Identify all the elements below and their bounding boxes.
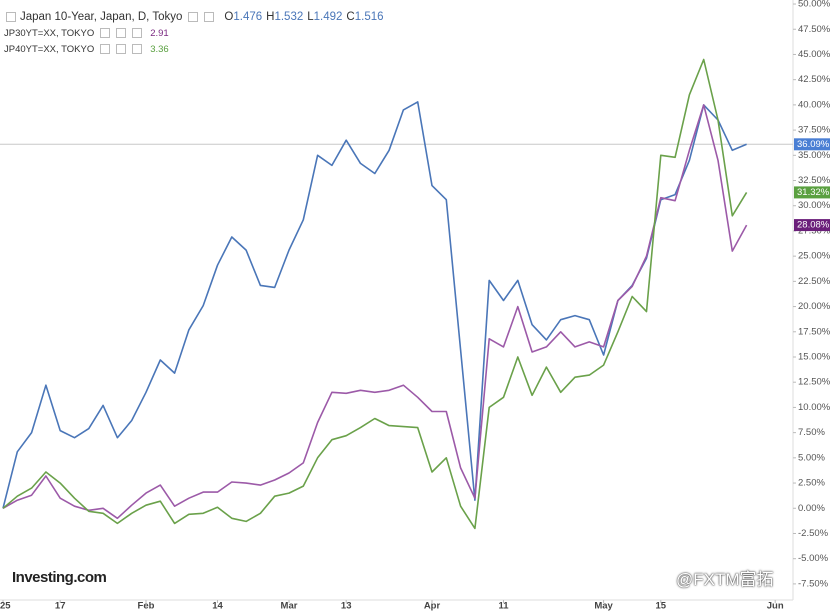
last-value: 2.91 [150,27,169,39]
y-tick-label: 10.00% [798,402,831,413]
x-tick-label: Mar [281,601,298,612]
series-line [2,104,748,520]
x-tick-label: May [594,601,613,612]
y-tick-label: -7.50% [798,578,829,589]
end-label: 36.09% [797,139,830,150]
series-line [2,101,747,509]
x-tick-label: 11 [498,601,509,612]
branding: Investing.com [12,569,107,586]
end-label-box [794,219,830,232]
legend-row: Japan 10-Year, Japan, D, Tokyo O1.476 H1.… [4,8,388,25]
y-tick-label: 5.00% [798,452,825,463]
x-tick-label: Apr [424,601,441,612]
y-tick-label: 45.00% [798,49,831,60]
y-tick-label: 30.00% [798,200,831,211]
x-tick-label: 15 [656,601,667,612]
y-tick-label: -2.50% [798,528,829,539]
y-tick-label: 0.00% [798,503,825,514]
y-tick-label: 47.50% [798,24,831,35]
series-line [2,58,748,530]
legend-row: JP40YT=XX, TOKYO 3.36 [4,41,388,57]
icon [188,11,199,22]
y-tick-label: 35.00% [798,150,831,161]
y-tick-label: 17.50% [798,326,831,337]
icon [204,11,215,22]
x-tick-label: 17 [55,601,66,612]
ohlc-label: L [307,10,314,23]
y-tick-label: 15.00% [798,352,831,363]
legend: Japan 10-Year, Japan, D, Tokyo O1.476 H1.… [4,8,388,57]
ohlc-label: O [224,10,234,23]
x-tick-label: 13 [341,601,352,612]
y-tick-label: 32.50% [798,175,831,186]
ohlc: O1.476 H1.532 L1.492 C1.516 [224,11,387,23]
y-tick-label: 22.50% [798,276,831,287]
watermark: @FXTM富拓 [676,570,774,589]
ohlc-value: 1.532 [274,10,304,23]
end-label: 28.08% [797,220,830,231]
y-tick-label: 42.50% [798,74,831,85]
ohlc-label: H [266,10,275,23]
series-name: JP40YT=XX, TOKYO [4,43,95,55]
icon [100,44,111,54]
icon [132,44,143,54]
series-name: JP30YT=XX, TOKYO [4,27,95,39]
y-tick-label: 2.50% [798,478,825,489]
last-value: 3.36 [150,43,169,55]
y-tick-label: -5.00% [798,553,829,564]
end-label: 31.32% [797,187,830,198]
y-tick-label: 7.50% [798,427,825,438]
icon [116,28,127,38]
y-tick-label: 50.00% [798,0,831,10]
y-tick-label: 12.50% [798,377,831,388]
y-tick-label: 25.00% [798,251,831,262]
x-tick-label: 14 [212,601,223,612]
icon [116,44,127,54]
end-label-box [794,138,830,151]
y-tick-label: 37.50% [798,125,831,136]
end-label-box [794,186,830,199]
ohlc-label: C [346,10,355,23]
y-tick-label: 20.00% [798,301,831,312]
series-name: Japan 10-Year, Japan, D, Tokyo [20,10,183,23]
icon [6,11,16,22]
ohlc-value: 1.492 [313,10,343,23]
x-tick-label: Jun [767,601,784,612]
ohlc-value: 1.516 [354,10,384,23]
legend-row: JP30YT=XX, TOKYO 2.91 [4,25,388,41]
icon [132,28,143,38]
x-tick-label: Feb [138,601,155,612]
x-tick-label: 25 [0,601,11,612]
y-tick-label: 40.00% [798,99,831,110]
ohlc-value: 1.476 [233,10,263,23]
icon [100,28,111,38]
